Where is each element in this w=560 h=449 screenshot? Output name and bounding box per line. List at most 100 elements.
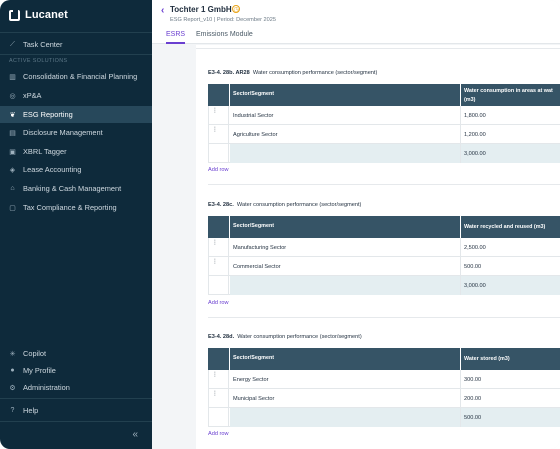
- header-divider: [460, 84, 461, 106]
- table-row[interactable]: ⋮ Manufacturing Sector 2,500.00: [208, 238, 560, 257]
- table-total-row: 500.00: [208, 408, 560, 427]
- table-row[interactable]: ⋮ Commercial Sector 500.00: [208, 257, 560, 276]
- sidebar-item-consolidation[interactable]: ▥ Consolidation & Financial Planning: [0, 68, 152, 85]
- esrs-panel: E3-4. 28b. AR28 Water consumption perfor…: [196, 45, 560, 449]
- sidebar-item-xpa[interactable]: ◎ xP&A: [0, 87, 152, 104]
- section-title: E3-4. 28b. AR28 Water consumption perfor…: [208, 70, 377, 76]
- cell-segment[interactable]: Agriculture Sector: [233, 132, 278, 138]
- drag-handle-icon[interactable]: ⋮: [208, 257, 229, 276]
- cell-segment[interactable]: Commercial Sector: [233, 264, 281, 270]
- column-header-value: Water recycled and reused (m3): [464, 224, 546, 230]
- sidebar-item-label: xP&A: [23, 91, 42, 100]
- total-row-handle: [208, 144, 229, 163]
- column-header-sector: Sector/Segment: [233, 355, 275, 361]
- cell-segment[interactable]: Industrial Sector: [233, 113, 274, 119]
- add-row-link[interactable]: Add row: [208, 431, 229, 437]
- sidebar-item-esg-reporting[interactable]: ❦ ESG Reporting: [0, 106, 152, 123]
- cell-value[interactable]: 1,200.00: [464, 132, 486, 138]
- collapse-sidebar-icon[interactable]: «: [132, 429, 138, 440]
- sidebar-item-label: Banking & Cash Management: [23, 184, 122, 193]
- column-header-sector: Sector/Segment: [233, 91, 275, 97]
- cell-divider: [460, 238, 461, 257]
- drag-handle-icon[interactable]: ⋮: [208, 106, 229, 125]
- sidebar-item-label: Tax Compliance & Reporting: [23, 203, 117, 212]
- cell-divider: [460, 144, 461, 163]
- table-header: Sector/Segment Water recycled and reused…: [208, 216, 560, 238]
- total-value: 3,000.00: [464, 283, 486, 289]
- drag-handle-icon[interactable]: ⋮: [208, 389, 229, 408]
- table-row[interactable]: ⋮ Agriculture Sector 1,200.00: [208, 125, 560, 144]
- drag-handle-icon[interactable]: ⋮: [208, 125, 229, 144]
- leaf-icon: ❦: [9, 111, 16, 119]
- sidebar-item-help[interactable]: ? Help: [0, 402, 152, 419]
- cell-value[interactable]: 300.00: [464, 377, 482, 383]
- user-icon: ●: [10, 367, 15, 374]
- cell-divider: [460, 257, 461, 276]
- table-header: Sector/Segment Water consumption in area…: [208, 84, 560, 106]
- brand[interactable]: Lucanet: [9, 8, 68, 22]
- sidebar-item-task-center[interactable]: ⟋ Task Center: [0, 36, 152, 53]
- table-row[interactable]: ⋮ Municipal Sector 200.00: [208, 389, 560, 408]
- table-row[interactable]: ⋮ Energy Sector 300.00: [208, 370, 560, 389]
- back-chevron-icon[interactable]: ‹: [161, 5, 165, 16]
- sidebar-item-administration[interactable]: ⚙ Administration: [0, 379, 152, 396]
- lucanet-logo-icon: [9, 9, 20, 21]
- sidebar-item-label: Task Center: [23, 40, 63, 49]
- panel-top-edge: [196, 45, 560, 49]
- bank-icon: ⌂: [10, 185, 15, 192]
- cell-divider: [460, 408, 461, 427]
- cell-value[interactable]: 500.00: [464, 264, 482, 270]
- table-total-row: 3,000.00: [208, 276, 560, 295]
- sidebar-item-label: ESG Reporting: [23, 110, 73, 119]
- cell-segment[interactable]: Manufacturing Sector: [233, 245, 287, 251]
- cell-segment[interactable]: Energy Sector: [233, 377, 269, 383]
- sidebar-item-label: Copilot: [23, 349, 47, 358]
- lease-icon: ◈: [9, 166, 16, 174]
- column-header-sector: Sector/Segment: [233, 223, 275, 229]
- sidebar-item-banking[interactable]: ⌂ Banking & Cash Management: [0, 180, 152, 197]
- total-value: 500.00: [464, 415, 482, 421]
- drag-handle-icon[interactable]: ⋮: [208, 370, 229, 389]
- sidebar: Lucanet ⟋ Task Center ACTIVE SOLUTIONS ▥…: [0, 0, 152, 449]
- sidebar-divider: [0, 421, 152, 422]
- sidebar-item-copilot[interactable]: ✳ Copilot: [0, 345, 152, 362]
- brand-name: Lucanet: [25, 9, 68, 21]
- cell-segment[interactable]: Municipal Sector: [233, 396, 275, 402]
- add-row-link[interactable]: Add row: [208, 167, 229, 173]
- cell-divider: [460, 125, 461, 144]
- column-header-line: Water consumption in areas at wat: [464, 88, 553, 94]
- sidebar-item-xbrl[interactable]: ▣ XBRL Tagger: [0, 143, 152, 160]
- total-row-handle: [208, 408, 229, 427]
- document-icon: ▤: [9, 129, 16, 137]
- trend-icon: ⟋: [10, 40, 15, 48]
- page-title: Tochter 1 GmbH: [170, 5, 232, 14]
- section-divider: [208, 184, 560, 185]
- cell-divider: [460, 276, 461, 295]
- section-label: ACTIVE SOLUTIONS: [9, 58, 68, 64]
- cell-value[interactable]: 200.00: [464, 396, 482, 402]
- tax-icon: ▢: [9, 204, 16, 212]
- tab-esrs[interactable]: ESRS: [166, 31, 186, 44]
- cell-value[interactable]: 1,800.00: [464, 113, 486, 119]
- cell-value[interactable]: 2,500.00: [464, 245, 486, 251]
- column-header-unit: (m3): [464, 97, 476, 103]
- section-heading: Water consumption performance (sector/se…: [237, 334, 362, 340]
- sidebar-item-lease[interactable]: ◈ Lease Accounting: [0, 161, 152, 178]
- add-row-link[interactable]: Add row: [208, 300, 229, 306]
- sidebar-item-tax[interactable]: ▢ Tax Compliance & Reporting: [0, 199, 152, 216]
- tab-emissions-module[interactable]: Emissions Module: [196, 31, 253, 38]
- header-divider: [229, 84, 230, 106]
- sidebar-item-disclosure[interactable]: ▤ Disclosure Management: [0, 124, 152, 141]
- table-row[interactable]: ⋮ Industrial Sector 1,800.00: [208, 106, 560, 125]
- sidebar-item-my-profile[interactable]: ● My Profile: [0, 362, 152, 379]
- tag-icon: ▣: [9, 148, 16, 156]
- sidebar-item-label: My Profile: [23, 366, 56, 375]
- column-header-value: Water consumption in areas at wat (m3): [464, 87, 553, 105]
- section-heading: Water consumption performance (sector/se…: [236, 202, 362, 208]
- column-header-value: Water stored (m3): [464, 356, 510, 362]
- drag-handle-icon[interactable]: ⋮: [208, 238, 229, 257]
- sidebar-item-label: Consolidation & Financial Planning: [23, 72, 138, 81]
- total-row-fill: [230, 408, 560, 427]
- section-heading: Water consumption performance (sector/se…: [252, 70, 378, 76]
